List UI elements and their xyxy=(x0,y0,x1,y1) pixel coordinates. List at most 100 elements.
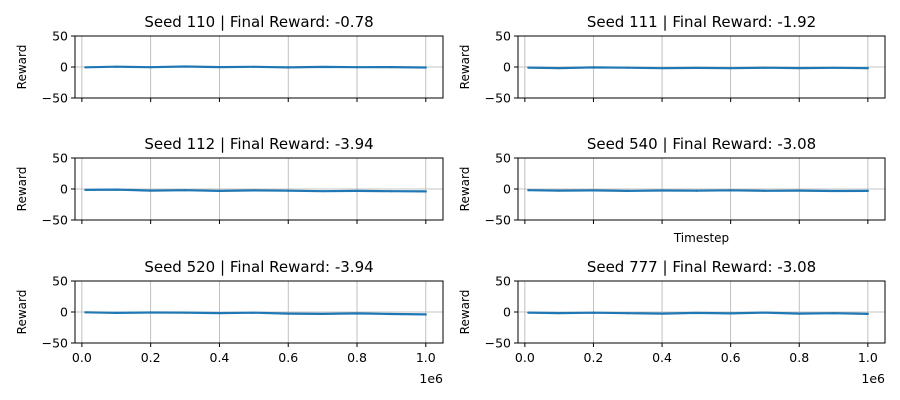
y-axis-label: Reward xyxy=(15,167,29,212)
x-tick-label: 1.0 xyxy=(858,350,878,365)
data-point xyxy=(183,65,187,68)
data-point xyxy=(592,189,595,192)
reward-series-line xyxy=(85,311,426,316)
data-point xyxy=(798,189,801,192)
y-axis-label: Reward xyxy=(458,167,472,212)
data-point xyxy=(424,66,427,69)
reward-series-line xyxy=(528,66,868,70)
y-tick-label: 50 xyxy=(495,151,511,166)
data-point xyxy=(115,65,118,68)
x-offset-label: 1e6 xyxy=(419,371,443,386)
data-point xyxy=(695,189,698,192)
data-point xyxy=(84,188,87,192)
x-tick-label: 0.2 xyxy=(584,350,604,365)
x-tick-label: 0.4 xyxy=(652,350,672,365)
x-tick-label: 1.0 xyxy=(416,350,436,365)
data-point xyxy=(183,189,187,192)
subplot-title: Seed 111 | Final Reward: -1.92 xyxy=(587,13,816,31)
x-tick-label: 0.6 xyxy=(721,350,741,365)
y-tick-label: 0 xyxy=(60,305,68,320)
x-axis-label: Timestep xyxy=(673,231,729,245)
data-point xyxy=(660,67,664,70)
data-point xyxy=(390,66,393,69)
subplot-title: Seed 110 | Final Reward: -0.78 xyxy=(144,13,373,31)
data-point xyxy=(695,311,698,315)
y-tick-label: 50 xyxy=(52,151,68,166)
data-point xyxy=(149,311,152,314)
y-tick-label: −50 xyxy=(485,336,511,351)
data-point xyxy=(866,312,869,316)
reward-series-line xyxy=(85,65,426,69)
subplot-2: 50 0 −50 Seed 111 | Final Reward: -1.92 Rewa… xyxy=(458,13,886,106)
data-point xyxy=(558,189,561,192)
data-point xyxy=(695,66,698,69)
y-tick-label: −50 xyxy=(42,213,68,228)
x-tick-label: 0.0 xyxy=(515,350,535,365)
subplot-1: 50 0 −50 Seed 110 | Final Reward: -0.78 Rewa… xyxy=(15,13,444,106)
subplot-6: 50 0 −50 0.0 0.2 0.4 0.6 0.8 1.0 1e6 Seed 777 | Fi… xyxy=(458,258,886,386)
data-point xyxy=(832,66,835,69)
x-tick-label: 0.8 xyxy=(789,350,809,365)
data-point xyxy=(218,312,221,315)
x-tick-label: 0.6 xyxy=(278,350,298,365)
subplot-4: 50 0 −50 Seed 540 | Final Reward: -3.08 Rewa… xyxy=(458,135,886,245)
y-axis-label: Reward xyxy=(15,290,29,335)
reward-series-line xyxy=(528,311,868,315)
data-point xyxy=(527,189,530,192)
x-tick-label: 0.2 xyxy=(141,350,161,365)
data-point xyxy=(355,66,359,69)
x-tick-label: 0.4 xyxy=(210,350,230,365)
y-tick-label: 0 xyxy=(503,305,511,320)
y-tick-label: 0 xyxy=(60,182,68,197)
y-tick-label: 50 xyxy=(495,274,511,289)
reward-series-line xyxy=(528,189,868,193)
y-tick-label: 0 xyxy=(503,182,511,197)
data-point xyxy=(832,312,835,315)
data-point xyxy=(592,311,595,314)
data-point xyxy=(424,190,427,193)
data-point xyxy=(390,190,393,193)
data-point xyxy=(626,312,629,315)
data-point xyxy=(763,311,767,314)
data-point xyxy=(798,66,801,70)
data-point xyxy=(866,67,869,70)
subplot-3: 50 0 −50 Seed 112 | Final Reward: -3.94 Rewa… xyxy=(15,135,444,228)
data-point xyxy=(149,189,152,192)
data-point xyxy=(527,66,530,69)
data-point xyxy=(798,312,801,315)
x-offset-label: 1e6 xyxy=(861,371,885,386)
data-point xyxy=(287,189,290,192)
y-tick-label: 50 xyxy=(495,29,511,44)
data-point xyxy=(321,190,324,193)
y-tick-label: −50 xyxy=(485,213,511,228)
y-tick-label: −50 xyxy=(485,91,511,106)
subplot-title: Seed 540 | Final Reward: -3.08 xyxy=(587,135,816,153)
data-point xyxy=(626,189,629,192)
y-tick-label: 50 xyxy=(52,274,68,289)
data-point xyxy=(558,67,561,70)
x-tick-label: 0.8 xyxy=(347,350,367,365)
y-tick-label: −50 xyxy=(42,91,68,106)
subplot-title: Seed 777 | Final Reward: -3.08 xyxy=(587,258,816,276)
data-point xyxy=(115,188,118,191)
data-point xyxy=(218,66,221,69)
data-point xyxy=(287,312,290,315)
data-point xyxy=(763,189,767,192)
data-point xyxy=(355,189,359,192)
reward-series-line xyxy=(85,188,426,193)
data-point xyxy=(218,189,221,192)
data-point xyxy=(84,311,87,314)
data-point xyxy=(252,189,255,192)
data-point xyxy=(660,189,664,192)
data-point xyxy=(355,312,359,315)
data-point xyxy=(424,313,427,316)
data-point xyxy=(527,311,530,314)
data-point xyxy=(626,66,629,69)
y-axis-label: Reward xyxy=(15,45,29,90)
data-point xyxy=(183,311,187,314)
y-axis-label: Reward xyxy=(458,45,472,90)
data-point xyxy=(729,67,732,70)
data-point xyxy=(115,311,118,315)
data-point xyxy=(390,312,393,316)
